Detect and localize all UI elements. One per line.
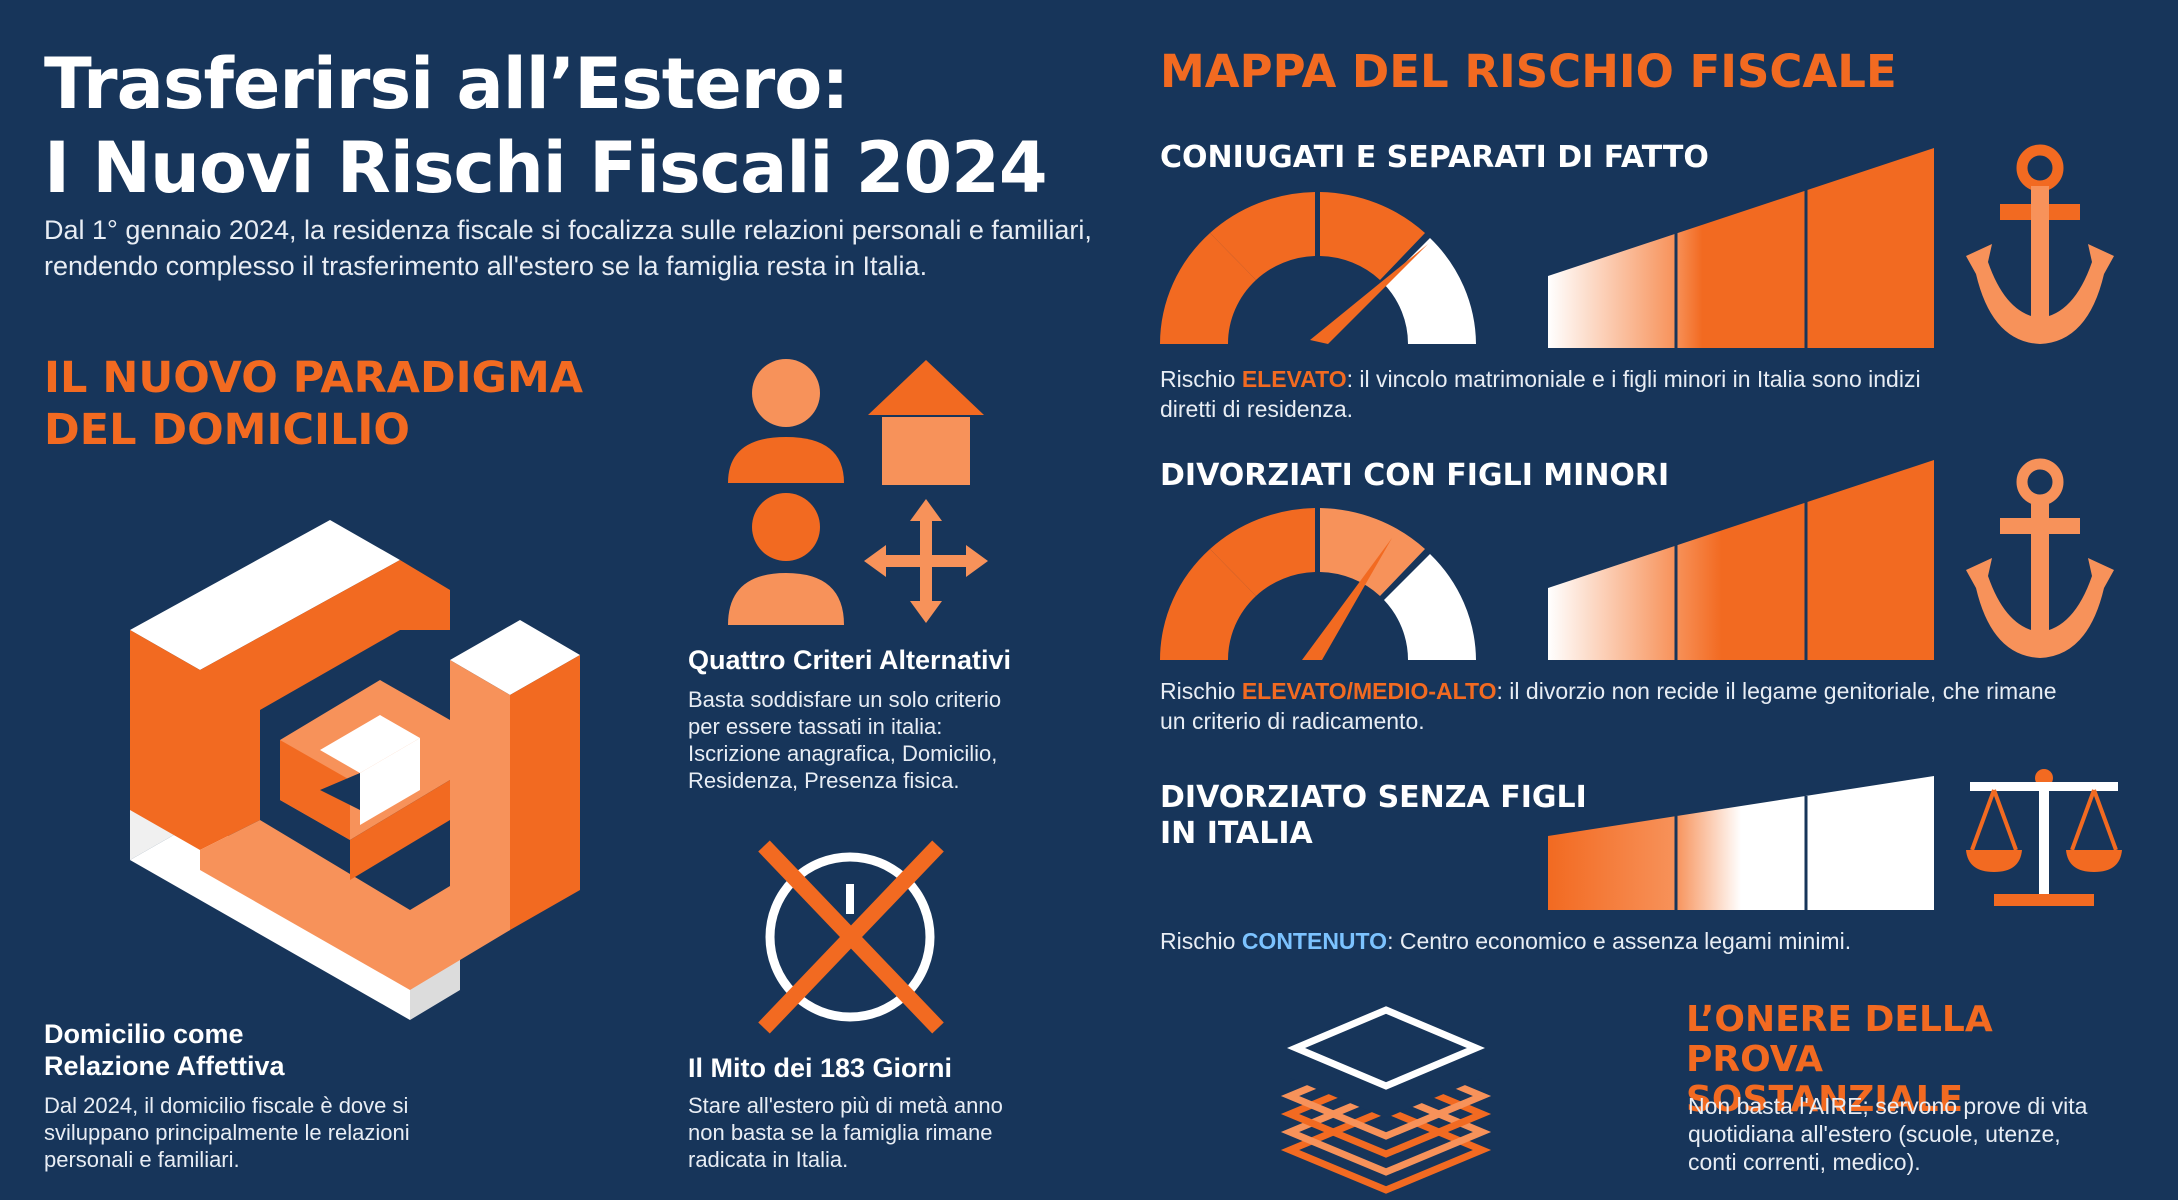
case1-risk-line1: Rischio ELEVATO: il vincolo matrimoniale… — [1160, 364, 2060, 394]
case1-title: CONIUGATI E SEPARATI DI FATTO — [1160, 140, 1709, 175]
criteri-text-line1: Basta soddisfare un solo criterio — [688, 687, 1002, 712]
case3-risk: Rischio CONTENUTO: Centro economico e as… — [1160, 926, 2060, 956]
case1-risk-line2: diretti di residenza. — [1160, 396, 1354, 422]
risk-text: : il vincolo matrimoniale e i figli mino… — [1346, 366, 1921, 392]
onere-heading-line1: L’ONERE DELLA PROVA — [1686, 999, 1993, 1080]
risk-level-badge: ELEVATO — [1241, 366, 1347, 392]
risk-level-badge: ELEVATO/MEDIO-ALTO — [1241, 678, 1497, 704]
mito-text-line2: non basta se la famiglia rimane — [688, 1120, 993, 1145]
house-icon — [868, 360, 984, 485]
risk-bar-high — [1548, 148, 1934, 348]
domicilio-title-line1: Domicilio come — [44, 1019, 244, 1049]
risk-gauge-medium-high — [1160, 508, 1476, 660]
onere-heading-line2: SOSTANZIALE — [1686, 1079, 1964, 1120]
domicilio-title-line2: Relazione Affettiva — [44, 1051, 285, 1081]
onere-text-line1: Non basta l'AIRE; servono prove di vita — [1688, 1093, 2088, 1119]
case2-risk: Rischio ELEVATO/MEDIO-ALTO: il divorzio … — [1160, 676, 2100, 736]
risk-text: : il divorzio non recide il legame genit… — [1496, 678, 2057, 704]
risk-bar-medium-high — [1548, 460, 1934, 660]
case2-risk-line2: un criterio di radicamento. — [1160, 708, 1425, 734]
paradigma-heading-line1: IL NUOVO PARADIGMA — [44, 353, 584, 403]
case3-risk-line1: Rischio CONTENUTO: Centro economico e as… — [1160, 926, 2060, 956]
risk-prefix: Rischio — [1160, 366, 1242, 392]
scale-icon — [1966, 769, 2122, 906]
page-title: Trasferirsi all’Estero: I Nuovi Rischi F… — [44, 42, 1124, 210]
anchor-icon — [1966, 144, 2114, 344]
isometric-knot-illustration — [130, 520, 580, 1020]
case2-risk-line1: Rischio ELEVATO/MEDIO-ALTO: il divorzio … — [1160, 676, 2100, 706]
onere-heading: L’ONERE DELLA PROVA SOSTANZIALE — [1686, 1000, 2126, 1120]
person-icon — [728, 493, 844, 625]
risk-prefix: Rischio — [1160, 678, 1242, 704]
case1-risk: Rischio ELEVATO: il vincolo matrimoniale… — [1160, 364, 2060, 424]
page-title-line2: I Nuovi Rischi Fiscali 2024 — [44, 127, 1048, 209]
criteri-title: Quattro Criteri Alternativi — [688, 645, 1012, 675]
domicilio-text-line1: Dal 2024, il domicilio fiscale è dove si — [44, 1093, 409, 1118]
criteri-text-line2: per essere tassati in italia: — [688, 714, 943, 739]
crossed-clock-icon — [758, 840, 944, 1034]
mito-title: Il Mito dei 183 Giorni — [688, 1053, 953, 1083]
onere-text: Non basta l'AIRE; servono prove di vita … — [1688, 1092, 2148, 1176]
page-title-line1: Trasferirsi all’Estero: — [44, 43, 849, 125]
anchor-icon — [1966, 458, 2114, 658]
domicilio-text-line2: sviluppano principalmente le relazioni — [44, 1120, 410, 1145]
criteria-icons — [728, 359, 988, 625]
domicilio-text-line3: personali e familiari. — [44, 1147, 240, 1172]
case3-title-line2: IN ITALIA — [1160, 816, 1313, 851]
person-icon — [728, 359, 844, 483]
risk-gauge-high — [1160, 192, 1476, 344]
mito-text-line3: radicata in Italia. — [688, 1147, 849, 1172]
mito-text-line1: Stare all'estero più di metà anno — [688, 1093, 1003, 1118]
risk-prefix: Rischio — [1160, 928, 1242, 954]
onere-text-line3: conti correnti, medico). — [1688, 1149, 1921, 1175]
page-subtitle: Dal 1° gennaio 2024, la residenza fiscal… — [44, 215, 1092, 281]
case3-title-line1: DIVORZIATO SENZA FIGLI — [1160, 780, 1587, 815]
paradigma-heading-line2: DEL DOMICILIO — [44, 405, 410, 455]
case3-title: DIVORZIATO SENZA FIGLI IN ITALIA — [1160, 780, 1600, 852]
criteri-text-line4: Residenza, Presenza fisica. — [688, 768, 960, 793]
case2-title: DIVORZIATI CON FIGLI MINORI — [1160, 458, 1670, 493]
onere-text-line2: quotidiana all'estero (scuole, utenze, — [1688, 1121, 2061, 1147]
criteri-text: Basta soddisfare un solo criterio per es… — [688, 686, 1108, 794]
move-arrows-icon — [864, 499, 988, 623]
risk-level-badge: CONTENUTO — [1241, 928, 1388, 954]
risk-bar-contained — [1548, 776, 1934, 910]
paradigma-heading: IL NUOVO PARADIGMA DEL DOMICILIO — [44, 352, 644, 456]
mappa-heading: MAPPA DEL RISCHIO FISCALE — [1160, 45, 1897, 98]
domicilio-text: Dal 2024, il domicilio fiscale è dove si… — [44, 1092, 524, 1173]
stacked-documents-icon — [1280, 1004, 1492, 1194]
mito-text: Stare all'estero più di metà anno non ba… — [688, 1092, 1108, 1173]
criteri-text-line3: Iscrizione anagrafica, Domicilio, — [688, 741, 998, 766]
risk-text: : Centro economico e assenza legami mini… — [1387, 928, 1852, 954]
domicilio-title: Domicilio come Relazione Affettiva — [44, 1018, 484, 1082]
